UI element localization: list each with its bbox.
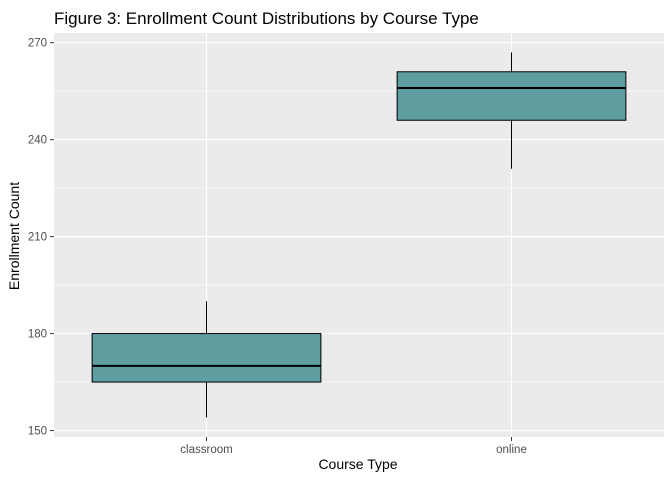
x-axis-title: Course Type [318,456,397,472]
y-tick-label: 210 [28,232,47,244]
chart-title: Figure 3: Enrollment Count Distributions… [54,9,479,28]
y-tick-label: 150 [28,426,47,438]
y-tick-label: 270 [28,38,47,50]
y-tick-label: 240 [28,135,47,147]
x-tick-label: classroom [180,444,232,456]
x-tick-label: online [496,444,527,456]
y-axis-title: Enrollment Count [6,182,22,290]
axis-layer: 150 180 210 240 270 classroom online [28,38,527,456]
y-tick-label: 180 [28,329,47,341]
box-online [396,52,627,169]
box-body [91,333,322,383]
box-layer [91,52,627,418]
box-body [396,71,627,121]
box-classroom [91,301,322,418]
